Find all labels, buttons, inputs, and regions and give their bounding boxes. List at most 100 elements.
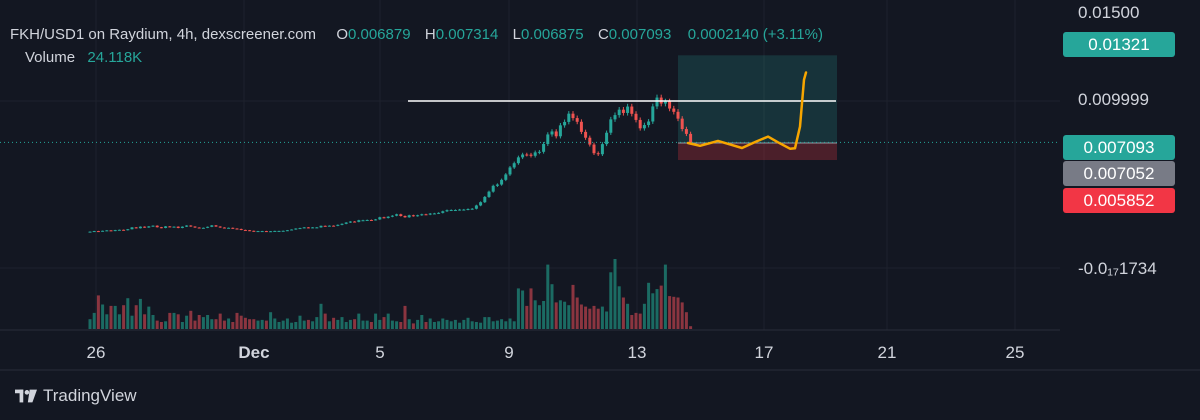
loss-zone bbox=[678, 142, 837, 161]
time-axis-label: 25 bbox=[1006, 343, 1025, 362]
grid bbox=[0, 0, 1200, 371]
candle-body bbox=[399, 214, 403, 216]
volume-bar bbox=[281, 320, 285, 329]
candle-body bbox=[466, 209, 470, 211]
candle-body bbox=[164, 226, 168, 228]
volume-bar bbox=[365, 320, 369, 329]
volume-bar bbox=[579, 304, 583, 329]
volume-bar bbox=[521, 290, 525, 329]
candle-body bbox=[483, 196, 487, 203]
volume-bar bbox=[390, 320, 394, 329]
candle-body bbox=[193, 226, 197, 228]
candle-body bbox=[491, 185, 495, 192]
candle-body bbox=[264, 231, 268, 233]
low-value: 0.006875 bbox=[521, 26, 584, 43]
candle-body bbox=[600, 144, 604, 155]
volume-bar bbox=[542, 301, 546, 329]
candle-body bbox=[684, 129, 688, 134]
candle-body bbox=[558, 125, 562, 137]
volume-bar bbox=[647, 282, 651, 329]
candle-body bbox=[306, 227, 310, 229]
candle-body bbox=[638, 119, 642, 129]
candle-body bbox=[621, 109, 625, 113]
volume-bar bbox=[420, 315, 424, 329]
candle-body bbox=[563, 121, 567, 126]
candle-body bbox=[411, 215, 415, 217]
volume-bar bbox=[273, 318, 277, 329]
candle-body bbox=[327, 225, 331, 227]
volume-bar bbox=[323, 313, 327, 329]
volume-bar bbox=[369, 322, 373, 329]
candle-body bbox=[273, 230, 277, 232]
volume-bar bbox=[361, 320, 365, 329]
volume-value: 24.118K bbox=[87, 49, 143, 66]
candle-body bbox=[542, 143, 546, 152]
candle-body bbox=[462, 209, 466, 211]
time-axis-label: 17 bbox=[755, 343, 774, 362]
volume-bar bbox=[101, 304, 105, 329]
candle-body bbox=[281, 230, 285, 232]
candle-body bbox=[378, 217, 382, 220]
volume-bar bbox=[487, 317, 491, 329]
candle-body bbox=[500, 179, 504, 185]
candle-body bbox=[294, 228, 298, 230]
candle-body bbox=[260, 231, 264, 233]
candle-body bbox=[571, 113, 575, 119]
candle-body bbox=[420, 214, 424, 216]
candle-body bbox=[449, 210, 453, 212]
candle-body bbox=[340, 223, 344, 225]
price-label-bottom: -0.0₁₇1734 bbox=[1078, 259, 1157, 278]
volume-bar bbox=[298, 315, 302, 329]
volume-bar bbox=[445, 319, 449, 329]
candle-body bbox=[428, 213, 432, 215]
volume-bar bbox=[483, 317, 487, 329]
candle-body bbox=[605, 132, 609, 145]
volume-bar bbox=[197, 315, 201, 329]
volume-bar bbox=[470, 321, 474, 329]
candle-body bbox=[319, 225, 323, 228]
candle-body bbox=[126, 229, 130, 231]
volume-bar bbox=[605, 311, 609, 329]
tradingview-logo-icon bbox=[15, 389, 37, 403]
volume-bar bbox=[206, 315, 210, 329]
volume-bar bbox=[508, 318, 512, 329]
tradingview-brand[interactable]: TradingView bbox=[15, 386, 137, 406]
volume-bar bbox=[567, 305, 571, 329]
candle-body bbox=[109, 230, 113, 232]
volume-bar bbox=[235, 312, 239, 329]
current-price-tag: 0.007093 bbox=[1063, 135, 1175, 160]
candle-body bbox=[512, 163, 516, 168]
candle-body bbox=[269, 231, 273, 233]
candle-body bbox=[441, 211, 445, 213]
candle-body bbox=[676, 111, 680, 119]
volume-bar bbox=[600, 306, 604, 329]
volume-bar bbox=[617, 286, 621, 329]
candle-body bbox=[172, 226, 176, 228]
volume-label[interactable]: Volume bbox=[25, 49, 76, 66]
candle-body bbox=[575, 118, 579, 122]
volume-bar bbox=[222, 320, 226, 329]
candle-body bbox=[651, 106, 655, 122]
volume-bar bbox=[571, 284, 575, 329]
volume-bar bbox=[424, 322, 428, 329]
volume-bar bbox=[180, 322, 184, 329]
target-price-tag: 0.01321 bbox=[1063, 32, 1175, 57]
volume-bar bbox=[584, 306, 588, 329]
symbol-title[interactable]: FKH/USD1 on Raydium, 4h, dexscreener.com bbox=[10, 26, 316, 43]
candle-body bbox=[504, 174, 508, 180]
candle-body bbox=[361, 220, 365, 222]
volume-bar bbox=[613, 259, 617, 329]
volume-bar bbox=[529, 288, 533, 329]
volume-bar bbox=[689, 326, 693, 329]
volume-bar bbox=[130, 315, 134, 329]
candle-body bbox=[390, 215, 394, 217]
volume-bar bbox=[168, 312, 172, 329]
candle-body bbox=[382, 217, 386, 219]
volume-bar bbox=[264, 320, 268, 329]
volume-bar bbox=[533, 300, 537, 329]
candle-body bbox=[155, 225, 159, 228]
candle-body bbox=[101, 230, 105, 232]
volume-bar bbox=[353, 319, 357, 329]
candle-body bbox=[592, 144, 596, 154]
